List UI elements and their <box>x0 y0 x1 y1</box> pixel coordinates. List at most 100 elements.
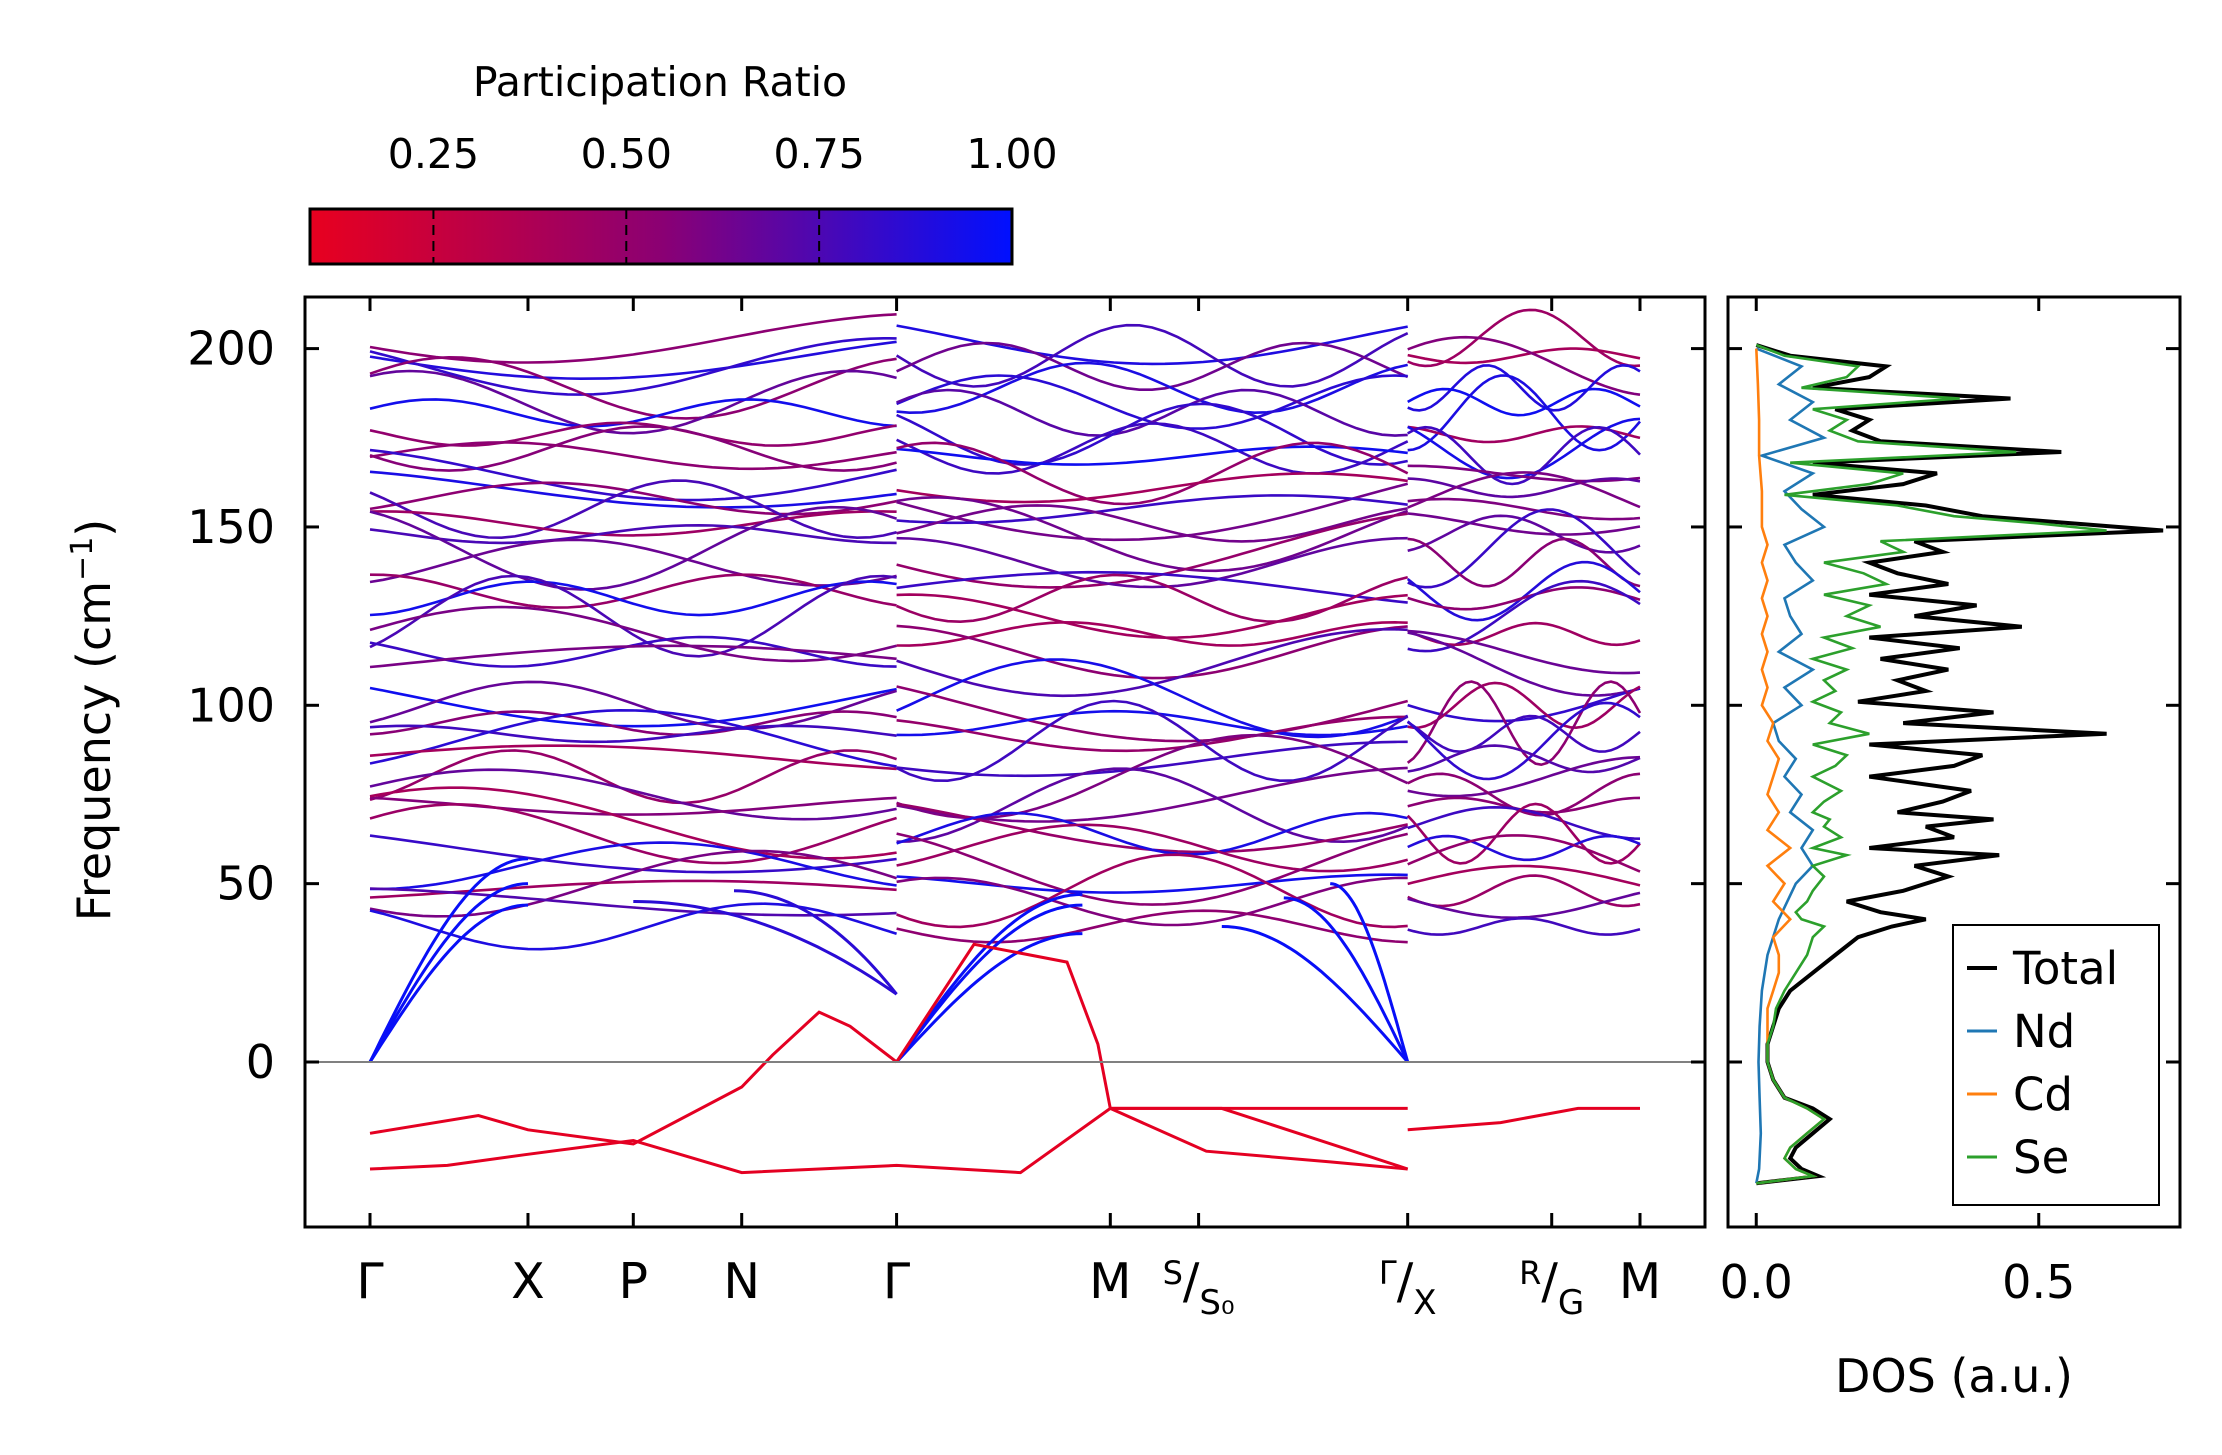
phonon-band <box>1407 537 1641 588</box>
phonon-band <box>1407 363 1641 412</box>
phonon-band <box>369 796 897 816</box>
phonon-band <box>1407 916 1641 936</box>
phonon-band <box>369 336 897 396</box>
phonon-band <box>1221 925 1409 1063</box>
phonon-band <box>895 942 1408 1110</box>
phonon-band <box>1330 882 1410 1063</box>
phonon-band <box>896 441 1409 506</box>
band-plot-frame <box>303 295 1707 1229</box>
phonon-band <box>1407 834 1641 873</box>
phonon-band <box>896 811 1408 856</box>
high-symmetry-label: M <box>1089 1253 1131 1310</box>
legend-label-total: Total <box>2012 942 2118 995</box>
y-axis-title: Frequency (cm−1) <box>65 519 121 922</box>
phonon-band <box>369 481 897 516</box>
phonon-band <box>369 902 897 951</box>
high-symmetry-label-bottom: G <box>1558 1283 1584 1323</box>
high-symmetry-label: Γ/X <box>1379 1253 1437 1323</box>
colorbar-tick-label: 0.75 <box>773 130 864 178</box>
phonon-band <box>369 1010 898 1146</box>
phonon-band <box>1407 497 1641 521</box>
y-tick-label: 100 <box>187 678 275 732</box>
phonon-band <box>896 624 1408 680</box>
phonon-band <box>896 570 1408 604</box>
phonon-band <box>1407 425 1641 486</box>
phonon-band <box>1407 629 1641 675</box>
phonon-band <box>1407 755 1641 798</box>
phonon-band <box>895 903 1083 1063</box>
phonon-band <box>369 470 897 509</box>
dos-plot-frame <box>1726 295 2182 1229</box>
y-axis-title-close: ) <box>67 519 121 537</box>
phonon-band <box>896 853 1408 929</box>
phonon-band <box>896 766 1408 823</box>
phonon-band <box>896 504 1408 543</box>
legend-label-nd: Nd <box>2013 1005 2075 1058</box>
phonon-band <box>896 512 1408 589</box>
phonon-band <box>896 341 1409 391</box>
high-symmetry-label-slash: / <box>1541 1253 1558 1310</box>
high-symmetry-label-bottom: S₀ <box>1199 1283 1234 1323</box>
phonon-band <box>896 445 1408 466</box>
phonon-band <box>1407 514 1641 554</box>
phonon-band <box>369 605 897 663</box>
phonon-band <box>1407 681 1641 730</box>
legend-frame <box>1952 924 2160 1206</box>
phonon-band <box>896 699 1409 783</box>
phonon-band <box>369 313 897 364</box>
phonon-band <box>896 402 1408 466</box>
legend-label-cd: Cd <box>2013 1068 2073 1121</box>
high-symmetry-label-slash: / <box>1183 1253 1200 1310</box>
phonon-band <box>369 448 897 502</box>
phonon-band <box>1407 471 1641 509</box>
phonon-band <box>369 749 897 805</box>
phonon-band <box>369 510 897 537</box>
phonon-band <box>1407 805 1641 840</box>
phonon-band <box>896 876 1408 927</box>
phonon-band <box>1407 477 1641 499</box>
phonon-band <box>369 887 897 917</box>
y-axis-title-exponent: −1 <box>65 537 100 581</box>
phonon-band <box>369 538 897 587</box>
phonon-band <box>369 1106 1409 1175</box>
phonon-band <box>1407 387 1641 417</box>
phonon-band <box>369 425 897 472</box>
phonon-band <box>896 536 1408 589</box>
phonon-band <box>368 882 529 1063</box>
phonon-band <box>633 900 898 996</box>
phonon-band <box>369 744 897 771</box>
phonon-band <box>369 686 897 728</box>
phonon-band <box>1109 1107 1408 1171</box>
phonon-band <box>896 388 1408 437</box>
phonon-band <box>896 909 1408 944</box>
phonon-band <box>369 441 897 471</box>
phonon-band <box>369 680 897 730</box>
phonon-band <box>896 482 1409 542</box>
phonon-band <box>896 832 1408 906</box>
phonon-band <box>1407 772 1641 817</box>
phonon-band <box>369 369 897 435</box>
colorbar-title: Participation Ratio <box>473 58 847 106</box>
phonon-band <box>1407 864 1641 887</box>
phonon-band <box>896 472 1408 504</box>
phonon-band <box>896 593 1408 640</box>
phonon-band <box>1406 714 1641 754</box>
phonon-band <box>896 658 1409 739</box>
phonon-band <box>896 494 1408 525</box>
high-symmetry-label: P <box>619 1253 649 1310</box>
phonon-band <box>1407 512 1641 536</box>
phonon-band <box>1407 586 1641 611</box>
y-tick-label: 0 <box>246 1035 275 1089</box>
phonon-band <box>896 715 1408 753</box>
colorbar-tick-label: 0.25 <box>388 130 479 178</box>
phonon-band <box>1407 374 1641 452</box>
dos-series-nd <box>1755 347 1828 1184</box>
high-symmetry-label: Γ <box>356 1253 384 1310</box>
phonon-band <box>369 834 897 874</box>
phonon-band <box>369 479 897 540</box>
phonon-band <box>1406 802 1641 865</box>
y-tick-label: 50 <box>216 857 275 911</box>
phonon-band <box>896 709 1408 737</box>
phonon-band <box>896 823 1409 873</box>
